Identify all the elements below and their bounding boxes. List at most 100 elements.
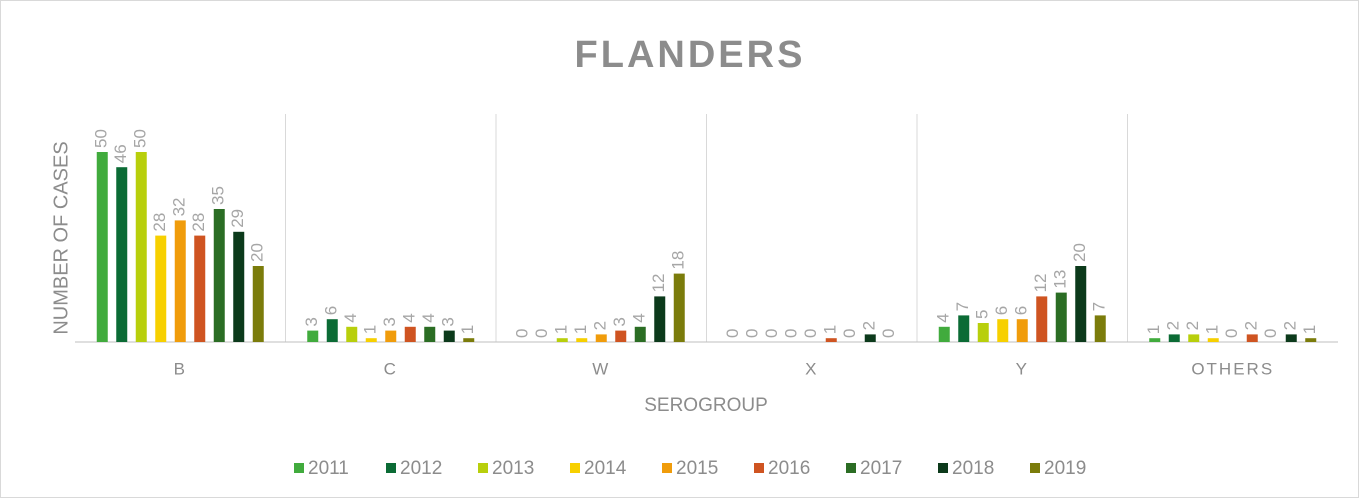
- data-label: 7: [953, 302, 972, 311]
- data-label: 1: [361, 325, 380, 334]
- legend-label: 2014: [584, 458, 627, 479]
- legend-swatch: [386, 463, 396, 473]
- data-label: 50: [131, 129, 150, 148]
- data-label: 2: [1242, 321, 1261, 330]
- data-label: 5: [973, 310, 992, 319]
- bar: [556, 338, 568, 342]
- legend-swatch: [662, 463, 672, 473]
- bar: [1036, 296, 1048, 342]
- bar: [424, 326, 436, 342]
- data-label: 28: [189, 213, 208, 232]
- x-tick-label: Y: [1016, 359, 1029, 378]
- data-label: 6: [992, 306, 1011, 315]
- bar: [654, 296, 666, 342]
- data-label: 0: [840, 329, 859, 338]
- data-label: 2: [1183, 321, 1202, 330]
- data-label: 0: [743, 329, 762, 338]
- bar: [825, 338, 837, 342]
- data-label: 32: [170, 197, 189, 216]
- legend-label: 2016: [768, 458, 810, 479]
- data-label: 1: [571, 325, 590, 334]
- legend-swatch: [1030, 463, 1040, 473]
- x-tick-label: C: [384, 359, 398, 378]
- legend-swatch: [478, 463, 488, 473]
- legend-label: 2018: [952, 458, 994, 479]
- bar: [385, 330, 397, 342]
- legend-swatch: [754, 463, 764, 473]
- bar: [673, 273, 685, 342]
- legend-swatch: [570, 463, 580, 473]
- data-label: 2: [591, 321, 610, 330]
- data-label: 6: [322, 306, 341, 315]
- data-label: 0: [513, 329, 532, 338]
- bar: [938, 326, 950, 342]
- bar: [174, 220, 186, 342]
- bar: [463, 338, 475, 342]
- x-tick-label: OTHERS: [1191, 359, 1274, 378]
- bar: [404, 326, 416, 342]
- bar: [1285, 334, 1297, 342]
- bar: [1094, 315, 1106, 342]
- data-label: 4: [934, 313, 953, 322]
- data-label: 1: [552, 325, 571, 334]
- data-label: 0: [1222, 329, 1241, 338]
- bar: [194, 235, 206, 342]
- data-label: 0: [532, 329, 551, 338]
- chart-title: FLANDERS: [575, 34, 806, 76]
- data-label: 1: [1300, 325, 1319, 334]
- data-label: 1: [1144, 325, 1163, 334]
- legend-label: 2015: [676, 458, 718, 479]
- data-label: 3: [302, 317, 321, 326]
- bar: [1016, 319, 1028, 342]
- bar: [1305, 338, 1317, 342]
- data-label: 20: [248, 243, 267, 262]
- bar: [1055, 292, 1067, 342]
- data-label: 3: [610, 317, 629, 326]
- data-label: 13: [1051, 270, 1070, 289]
- y-axis-title: NUMBER OF CASES: [50, 141, 72, 334]
- bar: [307, 330, 319, 342]
- data-label: 20: [1070, 243, 1089, 262]
- bar: [634, 326, 646, 342]
- legend-label: 2017: [860, 458, 902, 479]
- data-label: 4: [400, 313, 419, 322]
- data-label: 4: [630, 313, 649, 322]
- bar: [1149, 338, 1161, 342]
- data-label: 12: [649, 273, 668, 292]
- x-axis-title: SEROGROUP: [644, 395, 768, 416]
- x-tick-label: W: [592, 359, 610, 378]
- data-label: 0: [801, 329, 820, 338]
- bar: [155, 235, 167, 342]
- data-label: 0: [762, 329, 781, 338]
- data-label: 28: [150, 213, 169, 232]
- data-label: 0: [879, 329, 898, 338]
- x-tick-label: X: [805, 359, 818, 378]
- legend-label: 2012: [400, 458, 442, 479]
- bar: [977, 323, 989, 342]
- data-label: 4: [419, 313, 438, 322]
- data-label: 1: [458, 325, 477, 334]
- data-label: 3: [439, 317, 458, 326]
- data-label: 12: [1031, 273, 1050, 292]
- bar: [864, 334, 876, 342]
- bar: [576, 338, 588, 342]
- data-label: 4: [341, 313, 360, 322]
- data-label: 0: [1261, 329, 1280, 338]
- bar: [1246, 334, 1258, 342]
- legend-label: 2019: [1044, 458, 1086, 479]
- bar: [958, 315, 970, 342]
- legend-swatch: [938, 463, 948, 473]
- bar: [615, 330, 627, 342]
- data-label: 1: [821, 325, 840, 334]
- data-label: 2: [1164, 321, 1183, 330]
- data-label: 6: [1012, 306, 1031, 315]
- bar: [233, 231, 245, 342]
- data-label: 1: [1203, 325, 1222, 334]
- data-label: 35: [209, 186, 228, 205]
- data-label: 46: [111, 144, 130, 163]
- legend-label: 2011: [308, 458, 349, 479]
- data-label: 2: [1281, 321, 1300, 330]
- data-label: 2: [860, 321, 879, 330]
